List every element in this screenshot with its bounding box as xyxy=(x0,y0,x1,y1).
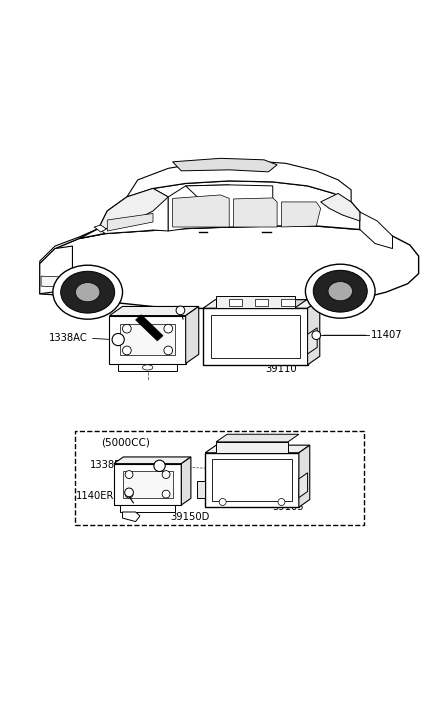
Bar xyxy=(229,299,242,307)
Ellipse shape xyxy=(154,460,165,472)
Polygon shape xyxy=(186,307,199,364)
Ellipse shape xyxy=(164,324,172,333)
Bar xyxy=(216,442,288,453)
Polygon shape xyxy=(216,300,307,308)
Bar xyxy=(211,316,300,358)
Polygon shape xyxy=(198,481,205,499)
Polygon shape xyxy=(216,434,299,442)
Text: 1140ER: 1140ER xyxy=(75,491,114,501)
Polygon shape xyxy=(307,328,317,354)
Text: 11407: 11407 xyxy=(371,330,402,340)
Polygon shape xyxy=(203,308,307,365)
Polygon shape xyxy=(321,193,360,221)
Text: 1338BA: 1338BA xyxy=(90,459,129,470)
Ellipse shape xyxy=(312,331,321,340)
Ellipse shape xyxy=(125,490,133,498)
Polygon shape xyxy=(40,228,105,264)
Ellipse shape xyxy=(142,365,153,370)
Ellipse shape xyxy=(125,488,134,497)
Polygon shape xyxy=(299,473,307,497)
Ellipse shape xyxy=(313,270,367,312)
Bar xyxy=(120,324,175,355)
Bar xyxy=(216,296,295,308)
Polygon shape xyxy=(99,188,168,228)
Polygon shape xyxy=(107,214,153,231)
Bar xyxy=(75,431,364,525)
Polygon shape xyxy=(181,457,191,505)
Text: 1141AJ: 1141AJ xyxy=(124,308,160,318)
Text: 39150: 39150 xyxy=(142,364,173,374)
Polygon shape xyxy=(123,512,140,521)
Polygon shape xyxy=(94,225,106,232)
Polygon shape xyxy=(79,181,360,238)
Ellipse shape xyxy=(164,346,172,355)
Polygon shape xyxy=(114,457,191,464)
Ellipse shape xyxy=(176,306,185,315)
Polygon shape xyxy=(203,300,320,308)
Ellipse shape xyxy=(123,346,131,355)
Polygon shape xyxy=(99,188,168,233)
Polygon shape xyxy=(109,316,186,364)
Polygon shape xyxy=(281,202,321,227)
Ellipse shape xyxy=(278,499,285,505)
Polygon shape xyxy=(109,307,199,316)
Ellipse shape xyxy=(219,499,226,505)
Bar xyxy=(123,470,172,498)
Ellipse shape xyxy=(328,281,352,301)
Polygon shape xyxy=(120,505,175,512)
Polygon shape xyxy=(114,464,181,505)
Text: (5000CC): (5000CC) xyxy=(101,438,149,448)
Polygon shape xyxy=(40,246,72,294)
Ellipse shape xyxy=(125,470,133,478)
Polygon shape xyxy=(205,445,310,453)
Ellipse shape xyxy=(75,283,100,302)
Polygon shape xyxy=(205,453,299,507)
Ellipse shape xyxy=(162,470,170,478)
Polygon shape xyxy=(118,364,177,371)
Polygon shape xyxy=(40,226,419,309)
Polygon shape xyxy=(41,276,70,287)
Text: 39110: 39110 xyxy=(265,364,297,374)
Polygon shape xyxy=(172,195,229,227)
Bar xyxy=(255,299,269,307)
Polygon shape xyxy=(307,300,320,365)
Ellipse shape xyxy=(61,271,115,313)
Bar xyxy=(212,459,292,501)
Polygon shape xyxy=(135,315,163,341)
Ellipse shape xyxy=(123,324,131,333)
Polygon shape xyxy=(360,212,392,249)
Polygon shape xyxy=(186,185,273,227)
Polygon shape xyxy=(299,445,310,507)
Polygon shape xyxy=(234,198,277,227)
Polygon shape xyxy=(168,185,229,231)
Bar xyxy=(281,299,295,307)
Ellipse shape xyxy=(162,490,170,498)
Text: 39150D: 39150D xyxy=(170,512,210,522)
Polygon shape xyxy=(127,161,351,202)
Text: 1338AC: 1338AC xyxy=(49,333,88,343)
Text: 39105: 39105 xyxy=(272,502,304,513)
Ellipse shape xyxy=(306,264,375,318)
Ellipse shape xyxy=(53,265,123,319)
Polygon shape xyxy=(172,158,277,172)
Ellipse shape xyxy=(112,334,124,345)
